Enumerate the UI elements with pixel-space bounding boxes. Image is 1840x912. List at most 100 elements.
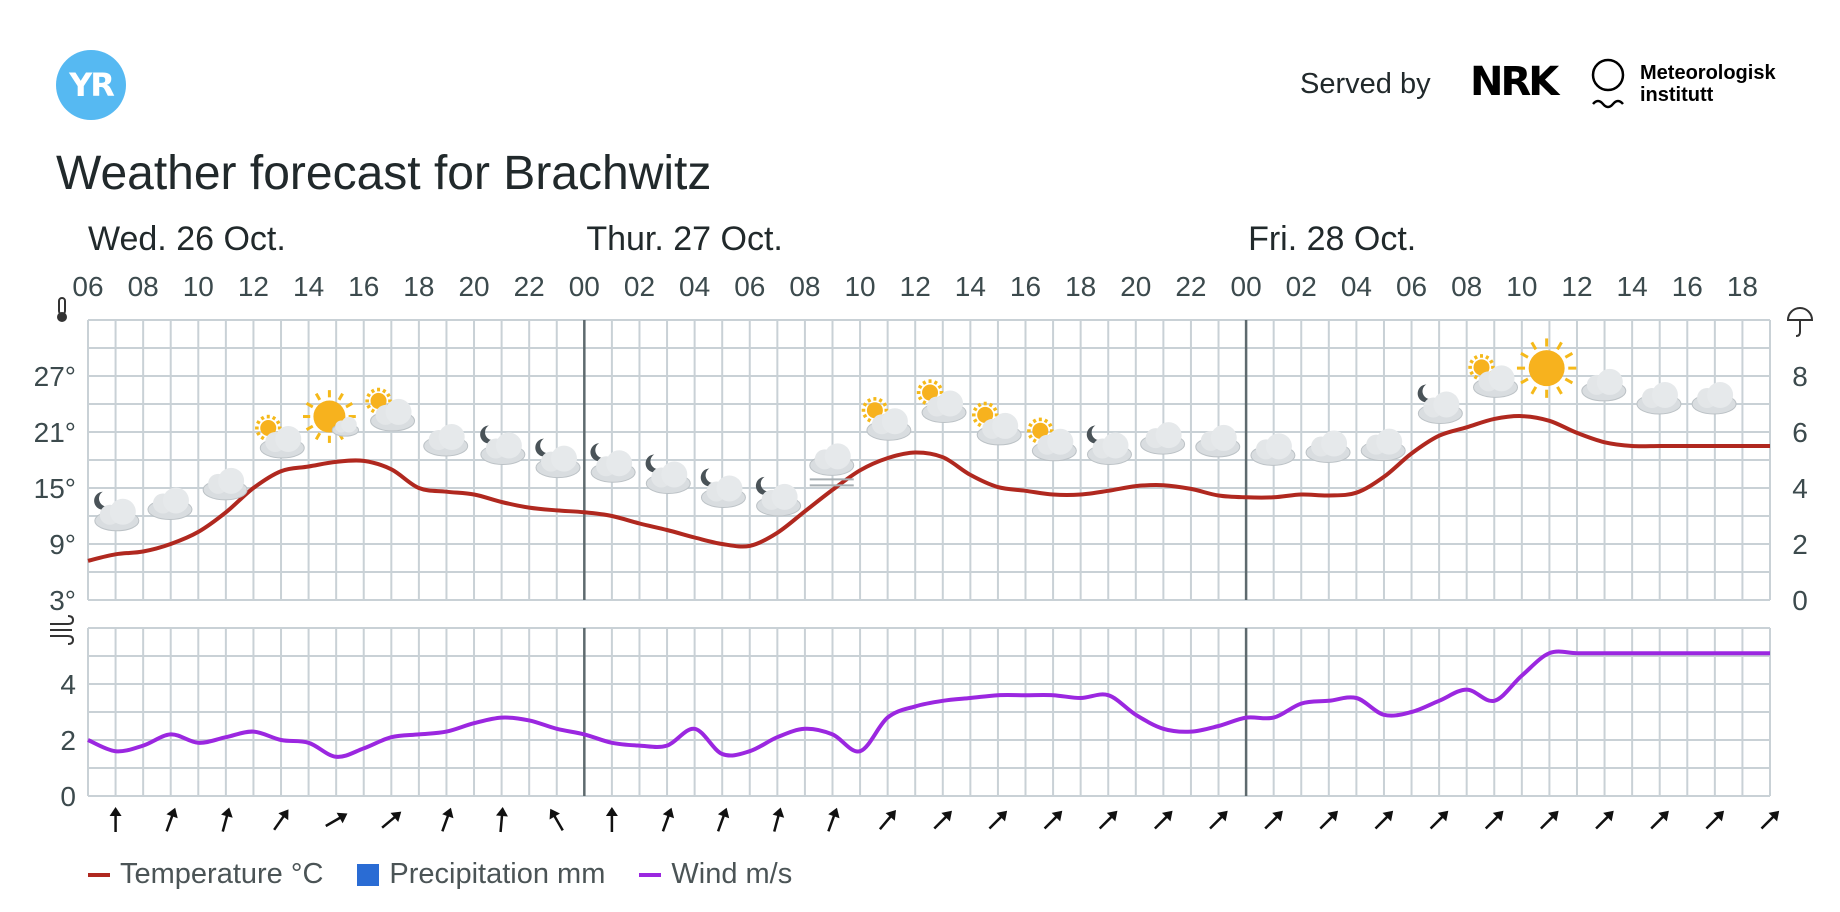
- temperature-tick-label: 3°: [49, 585, 76, 616]
- sun-disc: [1473, 359, 1490, 376]
- cloud-part: [1047, 428, 1074, 455]
- sun-ray: [988, 402, 994, 408]
- sun-ray: [382, 388, 387, 394]
- sun-disc: [1528, 350, 1565, 387]
- arrow-head: [1217, 810, 1228, 822]
- sun-ray: [862, 402, 868, 407]
- served-by-label: Served by: [1300, 68, 1431, 100]
- wind-tick-label: 2: [60, 725, 76, 756]
- wind-direction-arrow: [1595, 810, 1614, 830]
- arrow-head: [109, 807, 122, 816]
- sun-ray: [314, 392, 322, 401]
- moon-shape: [645, 454, 663, 473]
- sun-ray: [866, 417, 872, 423]
- wind-direction-arrow: [495, 807, 508, 833]
- temperature-tick-label: 21°: [34, 417, 76, 448]
- arrow-head: [772, 807, 785, 818]
- cloud-part: [1102, 432, 1129, 459]
- day-label: Wed. 26 Oct.: [88, 220, 286, 258]
- cloud-part: [716, 475, 743, 502]
- yr-logo[interactable]: YR: [56, 50, 126, 120]
- partly-cloudy-night-icon: [1086, 425, 1132, 466]
- partly-cloudy-night-icon: [700, 468, 746, 508]
- hour-tick-label: 14: [955, 271, 986, 302]
- sun-ray: [386, 393, 391, 398]
- sun-ray: [866, 398, 872, 403]
- sun-ray: [972, 407, 978, 412]
- sun-disc: [922, 384, 939, 401]
- hour-tick-label: 18: [1065, 271, 1096, 302]
- cloud-part: [1488, 365, 1515, 392]
- partly-cloudy-night-icon: [480, 425, 526, 466]
- wind-direction-arrow: [549, 808, 564, 832]
- wind-direction-arrow: [441, 807, 454, 832]
- hour-tick-label: 08: [789, 271, 820, 302]
- sun-ray: [1556, 341, 1563, 351]
- sun-ray: [1485, 355, 1490, 360]
- legend-square-swatch: [357, 863, 380, 886]
- wind-direction-arrow: [1154, 810, 1173, 830]
- fog-icon: [809, 443, 855, 487]
- sun-ray: [305, 402, 314, 409]
- temperature-tick-label: 9°: [49, 529, 76, 560]
- wind-direction-arrow: [1760, 810, 1780, 830]
- nrk-logo[interactable]: NRK: [1470, 59, 1559, 105]
- legend-line-swatch: [88, 872, 110, 877]
- cloudy-icon: [1140, 422, 1186, 455]
- wind-direction-arrow: [933, 810, 952, 830]
- partly-cloudy-day-icon: [861, 397, 912, 441]
- arrow-head: [1658, 810, 1669, 822]
- cloud-part: [1210, 424, 1237, 451]
- partly-cloudy-night-icon: [645, 454, 691, 494]
- precipitation-tick-label: 2: [1792, 529, 1808, 560]
- arrow-head: [1437, 810, 1449, 822]
- temperature-tick-label: 27°: [34, 361, 76, 392]
- arrow-head: [941, 810, 952, 822]
- arrow-head: [605, 807, 618, 816]
- cloud-part: [824, 443, 851, 470]
- wind-direction-arrow: [1374, 810, 1394, 830]
- met-name-line1: Meteorologisk: [1640, 62, 1776, 84]
- cloud-part: [992, 412, 1019, 439]
- sun-ray: [1530, 386, 1538, 395]
- sun-ray: [1530, 341, 1538, 351]
- wind-direction-arrow: [661, 807, 675, 832]
- temperature-tick-label: 15°: [34, 473, 76, 504]
- legend-item: Temperature °C: [88, 858, 323, 891]
- chart-grid: [87, 319, 1771, 797]
- wind-direction-arrow: [1043, 810, 1063, 830]
- arrow-head: [495, 807, 508, 817]
- met-name-line2: institutt: [1640, 84, 1714, 106]
- cloudy-icon: [423, 424, 469, 457]
- sun-ray: [275, 420, 281, 425]
- sun-ray: [1520, 351, 1529, 359]
- cloud-part: [937, 390, 964, 417]
- wind-line-series: [87, 649, 1770, 759]
- arrow-head: [717, 807, 730, 819]
- chart-legend: Temperature °C Precipitation mm Wind m/s: [88, 858, 792, 891]
- wind-direction-arrow: [1264, 810, 1283, 830]
- sun-ray: [992, 407, 998, 412]
- sun-ray: [1473, 355, 1479, 360]
- sun-ray: [370, 388, 376, 394]
- arrow-head: [1272, 810, 1283, 822]
- wind-tick-label: 0: [60, 781, 76, 812]
- cloud-part: [438, 424, 465, 450]
- cloudy-icon: [1581, 368, 1627, 402]
- sun-ray: [366, 404, 371, 409]
- cloud-part: [1433, 391, 1460, 418]
- legend-item: Precipitation mm: [357, 858, 605, 891]
- arrow-head: [221, 807, 233, 818]
- hour-tick-label: 10: [1506, 271, 1537, 302]
- sun-ray: [977, 422, 982, 428]
- cloudy-icon: [1305, 430, 1351, 464]
- wind-direction-arrow: [716, 807, 730, 832]
- sun-ray: [1032, 438, 1037, 443]
- partly-cloudy-day-icon: [1468, 354, 1519, 398]
- legend-item: Wind m/s: [639, 858, 792, 891]
- precipitation-tick-label: 6: [1792, 417, 1808, 448]
- met-institute-name[interactable]: Meteorologisk institutt: [1640, 62, 1776, 106]
- moon-shape: [94, 491, 111, 510]
- thermometer-tube: [58, 297, 66, 315]
- hour-tick-label: 12: [1561, 271, 1592, 302]
